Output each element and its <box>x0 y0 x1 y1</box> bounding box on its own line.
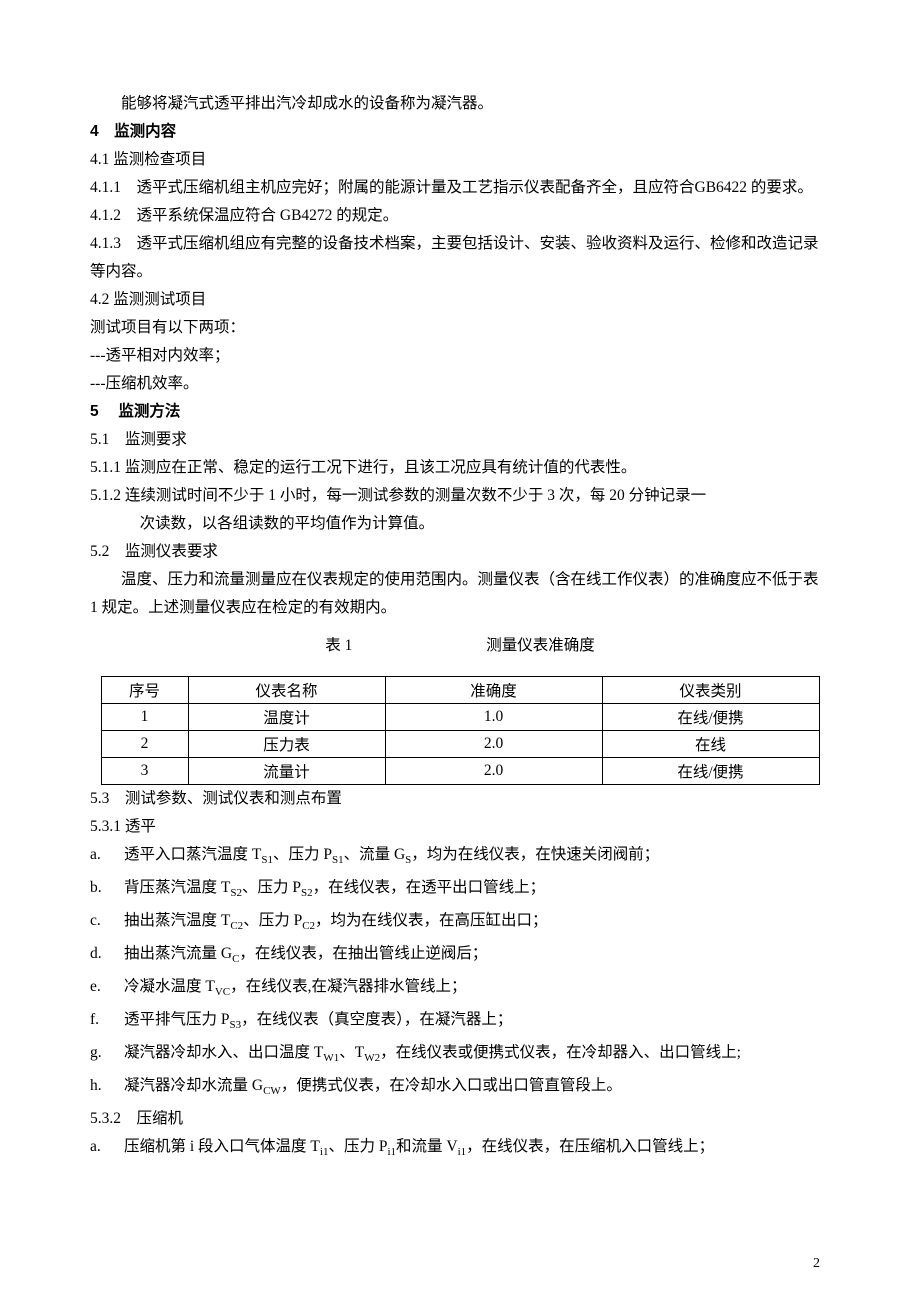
table-cell: 2 <box>101 730 188 757</box>
list-item-letter: a. <box>90 841 124 874</box>
list-item: b.背压蒸汽温度 TS2、压力 PS2，在线仪表，在透平出口管线上； <box>90 874 830 907</box>
table-header-cell: 准确度 <box>385 676 602 703</box>
table-row: 1 温度计 1.0 在线/便携 <box>101 703 819 730</box>
section-5-3-2: 5.3.2 压缩机 <box>90 1105 830 1133</box>
page-number: 2 <box>813 1256 820 1272</box>
table-1: 序号 仪表名称 准确度 仪表类别 1 温度计 1.0 在线/便携 2 压力表 2… <box>101 676 820 785</box>
subscript: i1 <box>458 1146 467 1158</box>
list-item: f.透平排气压力 PS3，在线仪表（真空度表），在凝汽器上； <box>90 1006 830 1039</box>
list-item-content: 抽出蒸汽流量 GC，在线仪表，在抽出管线止逆阀后； <box>124 940 830 973</box>
section-5-heading: 5 监测方法 <box>90 398 830 426</box>
list-5-3-2: a.压缩机第 i 段入口气体温度 Ti1、压力 Pi1和流量 Vi1，在线仪表，… <box>90 1133 830 1166</box>
document-page: 能够将凝汽式透平排出汽冷却成水的设备称为凝汽器。 4 监测内容 4.1 监测检查… <box>0 0 920 1302</box>
list-item: d.抽出蒸汽流量 GC，在线仪表，在抽出管线止逆阀后； <box>90 940 830 973</box>
list-item-content: 抽出蒸汽温度 TC2、压力 PC2，均为在线仪表，在高压缸出口； <box>124 907 830 940</box>
subscript: W1 <box>323 1052 339 1064</box>
list-item-letter: h. <box>90 1072 124 1105</box>
section-5-2-paragraph: 温度、压力和流量测量应在仪表规定的使用范围内。测量仪表（含在线工作仪表）的准确度… <box>90 566 830 622</box>
section-5-1-1: 5.1.1 监测应在正常、稳定的运行工况下进行，且该工况应具有统计值的代表性。 <box>90 454 830 482</box>
subscript: C2 <box>302 920 315 932</box>
table-cell: 温度计 <box>188 703 385 730</box>
table-header-cell: 仪表类别 <box>602 676 819 703</box>
table-cell: 2.0 <box>385 730 602 757</box>
section-4-1-2: 4.1.2 透平系统保温应符合 GB4272 的规定。 <box>90 202 830 230</box>
section-4-2: 4.2 监测测试项目 <box>90 286 830 314</box>
section-4-heading: 4 监测内容 <box>90 118 830 146</box>
list-item: a.透平入口蒸汽温度 TS1、压力 PS1、流量 GS，均为在线仪表，在快速关闭… <box>90 841 830 874</box>
section-4-1-1: 4.1.1 透平式压缩机组主机应完好；附属的能源计量及工艺指示仪表配备齐全，且应… <box>90 174 830 202</box>
list-item: h.凝汽器冷却水流量 GCW，便携式仪表，在冷却水入口或出口管直管段上。 <box>90 1072 830 1105</box>
subscript: C2 <box>230 920 243 932</box>
section-5-3-1: 5.3.1 透平 <box>90 813 830 841</box>
subscript: S2 <box>301 887 313 899</box>
table-cell: 在线 <box>602 730 819 757</box>
list-item: a.压缩机第 i 段入口气体温度 Ti1、压力 Pi1和流量 Vi1，在线仪表，… <box>90 1133 830 1166</box>
section-4-2-intro: 测试项目有以下两项： <box>90 314 830 342</box>
subscript: S <box>405 854 411 866</box>
subscript: S1 <box>261 854 273 866</box>
table-1-label: 表 1 <box>325 632 352 660</box>
list-item-content: 压缩机第 i 段入口气体温度 Ti1、压力 Pi1和流量 Vi1，在线仪表，在压… <box>124 1133 830 1166</box>
section-4-1: 4.1 监测检查项目 <box>90 146 830 174</box>
list-item-content: 凝汽器冷却水入、出口温度 TW1、TW2，在线仪表或便携式仪表，在冷却器入、出口… <box>124 1039 830 1072</box>
list-item-letter: g. <box>90 1039 124 1072</box>
section-5-1-2-line2: 次读数，以各组读数的平均值作为计算值。 <box>90 510 830 538</box>
section-4-2-item-2: ---压缩机效率。 <box>90 370 830 398</box>
section-4-2-item-1: ---透平相对内效率； <box>90 342 830 370</box>
section-4-1-3: 4.1.3 透平式压缩机组应有完整的设备技术档案，主要包括设计、安装、验收资料及… <box>90 230 830 286</box>
list-item-letter: b. <box>90 874 124 907</box>
table-row: 2 压力表 2.0 在线 <box>101 730 819 757</box>
subscript: C <box>232 953 239 965</box>
list-item-letter: c. <box>90 907 124 940</box>
subscript: i1 <box>320 1146 329 1158</box>
subscript: W2 <box>364 1052 380 1064</box>
list-5-3-1: a.透平入口蒸汽温度 TS1、压力 PS1、流量 GS，均为在线仪表，在快速关闭… <box>90 841 830 1106</box>
list-item-letter: a. <box>90 1133 124 1166</box>
subscript: S3 <box>230 1019 242 1031</box>
list-item: c.抽出蒸汽温度 TC2、压力 PC2，均为在线仪表，在高压缸出口； <box>90 907 830 940</box>
list-item-content: 凝汽器冷却水流量 GCW，便携式仪表，在冷却水入口或出口管直管段上。 <box>124 1072 830 1105</box>
table-cell: 在线/便携 <box>602 703 819 730</box>
list-item-content: 透平排气压力 PS3，在线仪表（真空度表），在凝汽器上； <box>124 1006 830 1039</box>
table-header-cell: 序号 <box>101 676 188 703</box>
section-5-2: 5.2 监测仪表要求 <box>90 538 830 566</box>
table-1-caption: 表 1 测量仪表准确度 <box>90 632 830 660</box>
list-item-content: 背压蒸汽温度 TS2、压力 PS2，在线仪表，在透平出口管线上； <box>124 874 830 907</box>
table-header-row: 序号 仪表名称 准确度 仪表类别 <box>101 676 819 703</box>
intro-paragraph: 能够将凝汽式透平排出汽冷却成水的设备称为凝汽器。 <box>90 90 830 118</box>
table-cell: 1 <box>101 703 188 730</box>
subscript: S1 <box>332 854 344 866</box>
list-item-letter: f. <box>90 1006 124 1039</box>
list-item-letter: d. <box>90 940 124 973</box>
table-cell: 流量计 <box>188 757 385 784</box>
list-item-content: 透平入口蒸汽温度 TS1、压力 PS1、流量 GS，均为在线仪表，在快速关闭阀前… <box>124 841 830 874</box>
table-cell: 3 <box>101 757 188 784</box>
table-cell: 压力表 <box>188 730 385 757</box>
list-item-letter: e. <box>90 973 124 1006</box>
section-5-1: 5.1 监测要求 <box>90 426 830 454</box>
table-header-cell: 仪表名称 <box>188 676 385 703</box>
subscript: CW <box>263 1085 281 1097</box>
section-5-3: 5.3 测试参数、测试仪表和测点布置 <box>90 785 830 813</box>
table-1-title: 测量仪表准确度 <box>486 637 595 654</box>
subscript: S2 <box>230 887 242 899</box>
table-cell: 在线/便携 <box>602 757 819 784</box>
table-cell: 2.0 <box>385 757 602 784</box>
subscript: i1 <box>387 1146 396 1158</box>
table-cell: 1.0 <box>385 703 602 730</box>
list-item: g.凝汽器冷却水入、出口温度 TW1、TW2，在线仪表或便携式仪表，在冷却器入、… <box>90 1039 830 1072</box>
list-item-content: 冷凝水温度 TVC，在线仪表,在凝汽器排水管线上； <box>124 973 830 1006</box>
subscript: VC <box>215 986 230 998</box>
section-5-1-2-line1: 5.1.2 连续测试时间不少于 1 小时，每一测试参数的测量次数不少于 3 次，… <box>90 482 830 510</box>
table-row: 3 流量计 2.0 在线/便携 <box>101 757 819 784</box>
list-item: e.冷凝水温度 TVC，在线仪表,在凝汽器排水管线上； <box>90 973 830 1006</box>
